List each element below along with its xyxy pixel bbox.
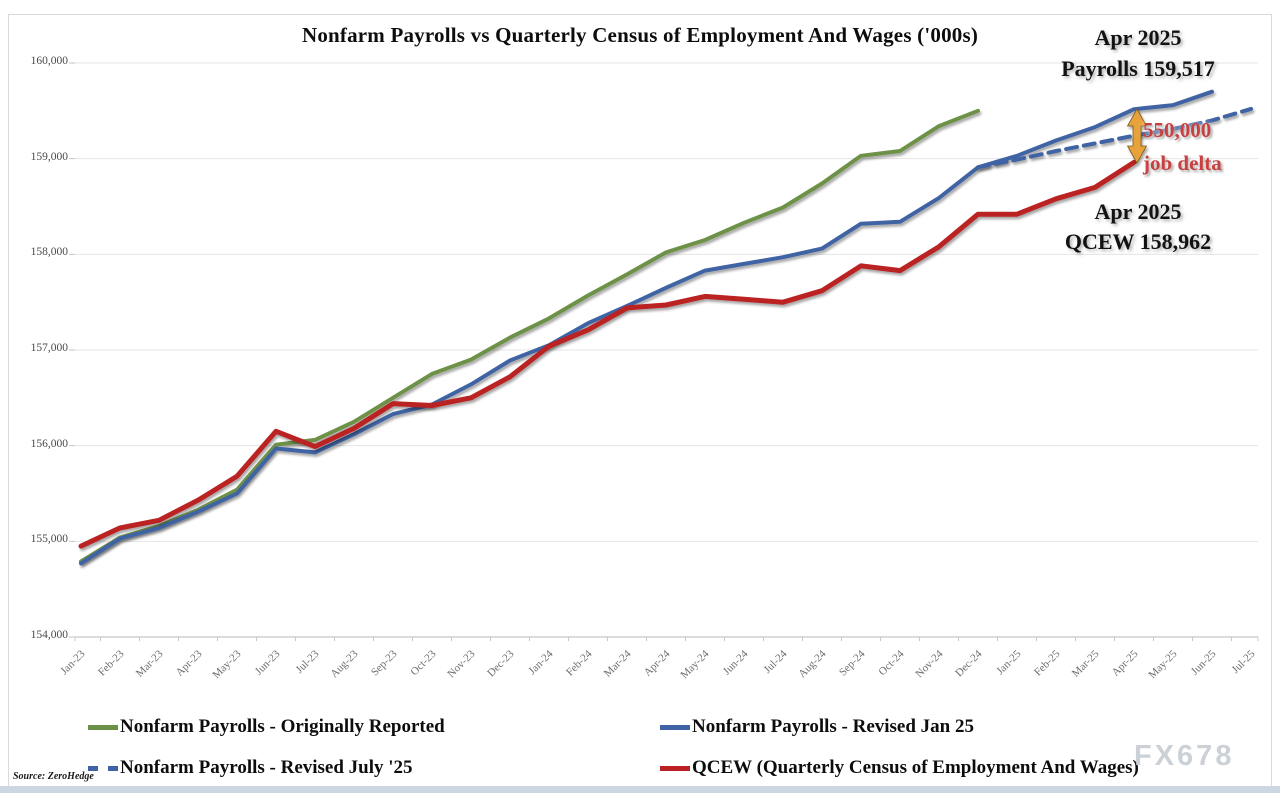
legend-item-revised-jan-25: Nonfarm Payrolls - Revised Jan 25 (660, 716, 974, 738)
annotation-payrolls-value: Payrolls 159,517 (1061, 56, 1215, 81)
legend-label: Nonfarm Payrolls - Revised Jan 25 (692, 716, 974, 737)
y-tick-label: 160,000 (30, 55, 68, 67)
legend-item-qcew: QCEW (Quarterly Census of Employment And… (660, 757, 1139, 779)
y-tick-label: 155,000 (30, 533, 68, 546)
annotation-job-delta: 550,000 job delta (1143, 114, 1222, 180)
annotation-qcew-apr-2025: Apr 2025 QCEW 158,962 (1022, 197, 1254, 257)
chart-frame (8, 14, 1272, 787)
y-tick-label: 156,000 (30, 437, 68, 450)
legend-label: Nonfarm Payrolls - Originally Reported (120, 716, 445, 737)
y-tick-label: 154,000 (30, 629, 68, 641)
annotation-qcew-date: Apr 2025 (1094, 199, 1182, 224)
fx678-watermark: FX678 (1134, 740, 1235, 772)
annotation-delta-label: job delta (1143, 151, 1222, 175)
annotation-qcew-value: QCEW 158,962 (1064, 229, 1212, 254)
legend-item-revised-july-25: Nonfarm Payrolls - Revised July '25 (88, 757, 413, 779)
red-line-icon (660, 765, 690, 771)
gridlines (69, 62, 1259, 641)
annotation-payrolls-apr-2025: Apr 2025 Payrolls 159,517 (1022, 22, 1254, 84)
bottom-edge-strip (0, 786, 1280, 793)
y-tick-label: 158,000 (30, 246, 68, 259)
delta-arrow-icon (1126, 108, 1148, 164)
annotation-delta-value: 550,000 (1143, 118, 1212, 142)
chart-title: Nonfarm Payrolls vs Quarterly Census of … (301, 23, 979, 47)
y-tick-label: 159,000 (30, 150, 68, 163)
legend-item-originally-reported: Nonfarm Payrolls - Originally Reported (88, 716, 445, 738)
y-tick-label: 157,000 (30, 342, 68, 354)
legend-label: Nonfarm Payrolls - Revised July '25 (120, 757, 413, 778)
blue-line-icon (660, 724, 690, 730)
green-line-icon (88, 724, 118, 730)
source-note: Source: ZeroHedge (13, 771, 94, 782)
legend-label: QCEW (Quarterly Census of Employment And… (692, 757, 1139, 778)
data-series-lines (78, 89, 1253, 566)
annotation-payrolls-date: Apr 2025 (1094, 25, 1182, 50)
blue-dashed-line-icon (88, 765, 118, 771)
